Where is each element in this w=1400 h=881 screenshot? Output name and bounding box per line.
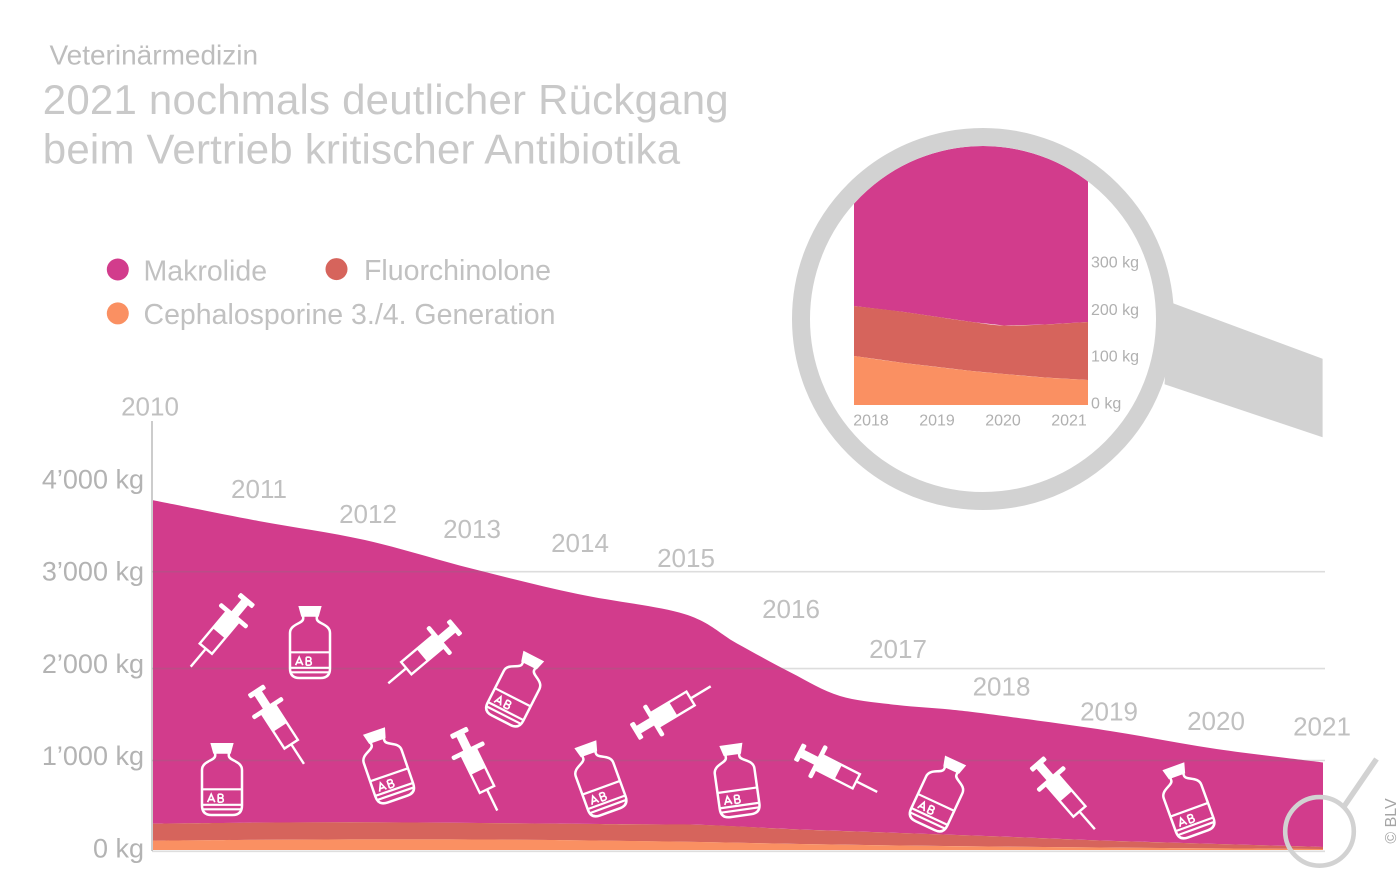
svg-text:2021: 2021 <box>1051 413 1087 430</box>
svg-text:2012: 2012 <box>339 499 397 529</box>
svg-text:Cephalosporine 3./4. Generatio: Cephalosporine 3./4. Generation <box>144 299 556 331</box>
svg-text:2013: 2013 <box>443 514 501 544</box>
svg-text:0 kg: 0 kg <box>93 833 144 863</box>
svg-text:© BLV: © BLV <box>1383 798 1400 844</box>
svg-text:Makrolide: Makrolide <box>144 255 268 287</box>
svg-text:beim Vertrieb kritischer Antib: beim Vertrieb kritischer Antibiotika <box>43 126 681 173</box>
svg-text:2018: 2018 <box>853 413 889 430</box>
svg-text:0 kg: 0 kg <box>1091 396 1121 413</box>
svg-text:2019: 2019 <box>1080 697 1138 727</box>
svg-text:200 kg: 200 kg <box>1091 302 1139 319</box>
svg-text:3’000 kg: 3’000 kg <box>42 557 144 587</box>
svg-text:Veterinärmedizin: Veterinärmedizin <box>50 40 259 71</box>
svg-text:2011: 2011 <box>231 474 287 504</box>
svg-text:2’000 kg: 2’000 kg <box>42 649 144 679</box>
svg-text:2015: 2015 <box>657 543 715 573</box>
svg-text:4’000 kg: 4’000 kg <box>42 464 144 494</box>
svg-text:2014: 2014 <box>551 528 609 558</box>
svg-text:2020: 2020 <box>985 413 1021 430</box>
svg-text:2018: 2018 <box>973 672 1031 702</box>
svg-text:Fluorchinolone: Fluorchinolone <box>364 255 551 287</box>
svg-text:2019: 2019 <box>919 413 955 430</box>
svg-text:2016: 2016 <box>762 594 820 624</box>
svg-text:2021: 2021 <box>1293 712 1351 742</box>
svg-text:2021 nochmals deutlicher Rückg: 2021 nochmals deutlicher Rückgang <box>43 76 729 123</box>
svg-text:1’000 kg: 1’000 kg <box>42 741 144 771</box>
svg-text:2020: 2020 <box>1187 706 1245 736</box>
svg-text:2010: 2010 <box>121 392 179 422</box>
svg-text:100 kg: 100 kg <box>1091 349 1139 366</box>
svg-text:300 kg: 300 kg <box>1091 254 1139 271</box>
svg-text:2017: 2017 <box>869 634 927 664</box>
